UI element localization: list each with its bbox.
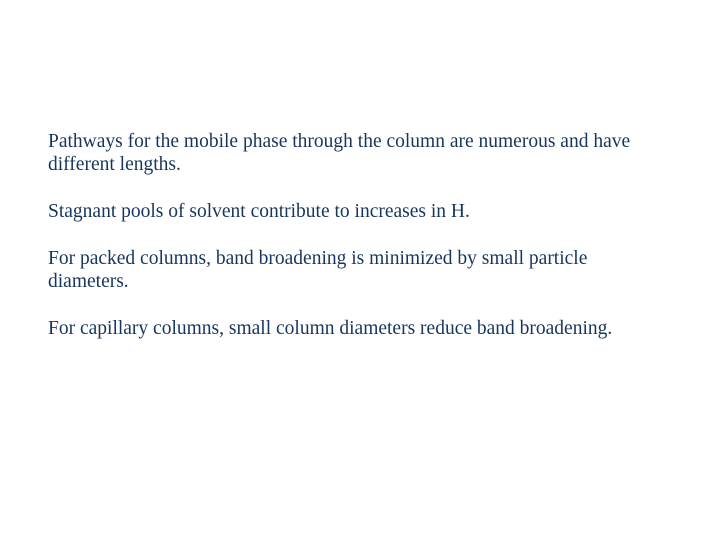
- paragraph-3: For packed columns, band broadening is m…: [48, 247, 672, 293]
- paragraph-2: Stagnant pools of solvent contribute to …: [48, 200, 672, 223]
- paragraph-4: For capillary columns, small column diam…: [48, 317, 672, 340]
- slide-body: Pathways for the mobile phase through th…: [0, 0, 720, 540]
- paragraph-1: Pathways for the mobile phase through th…: [48, 130, 672, 176]
